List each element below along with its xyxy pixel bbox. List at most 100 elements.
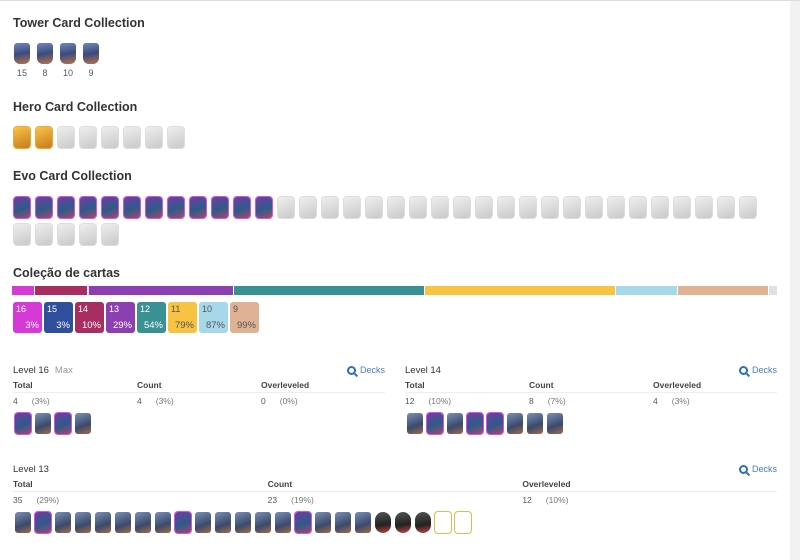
decks-link[interactable]: Decks (738, 464, 777, 474)
level-badge-10[interactable]: 10 87% (199, 302, 228, 333)
tower-card[interactable]: 10 (60, 43, 76, 78)
card-icon[interactable] (278, 197, 294, 218)
card-icon[interactable] (215, 512, 231, 533)
card-icon[interactable] (15, 413, 31, 434)
card-icon[interactable] (507, 413, 523, 434)
card-icon[interactable] (435, 512, 451, 533)
card-icon[interactable] (407, 413, 423, 434)
card-icon[interactable] (146, 197, 162, 218)
card-icon[interactable] (55, 512, 71, 533)
card-icon[interactable] (300, 197, 316, 218)
card-icon[interactable] (322, 197, 338, 218)
card-icon[interactable] (455, 512, 471, 533)
level-badge-16[interactable]: 16 3% (13, 302, 42, 333)
card-icon[interactable] (235, 512, 251, 533)
card-icon[interactable] (75, 413, 91, 434)
level-badge-14[interactable]: 14 10% (75, 302, 104, 333)
card-icon[interactable] (718, 197, 734, 218)
card-icon[interactable] (520, 197, 536, 218)
card-icon[interactable] (115, 512, 131, 533)
card-icon[interactable] (295, 512, 311, 533)
card-icon[interactable] (415, 512, 431, 533)
card-icon[interactable] (630, 197, 646, 218)
card-icon[interactable] (58, 224, 74, 245)
card-icon[interactable] (95, 512, 111, 533)
card-icon[interactable] (212, 197, 228, 218)
card-icon[interactable] (375, 512, 391, 533)
level-badge-11[interactable]: 11 79% (168, 302, 197, 333)
card-icon[interactable] (102, 224, 118, 245)
card-icon[interactable] (175, 512, 191, 533)
card-icon[interactable] (80, 197, 96, 218)
decks-link[interactable]: Decks (738, 365, 777, 375)
card-icon[interactable] (344, 197, 360, 218)
card-icon[interactable] (454, 197, 470, 218)
decks-link[interactable]: Decks (346, 365, 385, 375)
card-icon[interactable] (102, 127, 118, 148)
card-icon[interactable] (388, 197, 404, 218)
card-icon[interactable] (335, 512, 351, 533)
card-icon[interactable] (467, 413, 483, 434)
card-icon[interactable] (36, 224, 52, 245)
card-icon[interactable] (255, 512, 271, 533)
card-icon[interactable] (487, 413, 503, 434)
card-icon[interactable] (740, 197, 756, 218)
card-icon[interactable] (275, 512, 291, 533)
card-icon[interactable] (168, 127, 184, 148)
card-icon[interactable] (15, 512, 31, 533)
card-icon[interactable] (476, 197, 492, 218)
card-icon[interactable] (674, 197, 690, 218)
tower-card[interactable]: 8 (37, 43, 53, 78)
card-icon[interactable] (58, 197, 74, 218)
card-icon[interactable] (498, 197, 514, 218)
card-icon[interactable] (124, 127, 140, 148)
level-badge-9[interactable]: 9 99% (230, 302, 259, 333)
card-icon[interactable] (564, 197, 580, 218)
card-icon[interactable] (366, 197, 382, 218)
card-icon[interactable] (35, 512, 51, 533)
card-icon[interactable] (652, 197, 668, 218)
tower-card[interactable]: 9 (83, 43, 99, 78)
level-badge-13[interactable]: 13 29% (106, 302, 135, 333)
card-icon[interactable] (80, 224, 96, 245)
card-icon[interactable] (75, 512, 91, 533)
card-icon[interactable] (696, 197, 712, 218)
card-icon[interactable] (55, 413, 71, 434)
card-icon[interactable] (35, 413, 51, 434)
card-icon[interactable] (608, 197, 624, 218)
level-badge-12[interactable]: 12 54% (137, 302, 166, 333)
card-icon[interactable] (14, 127, 30, 148)
card-icon[interactable] (195, 512, 211, 533)
card-icon[interactable] (190, 197, 206, 218)
card-icon[interactable] (547, 413, 563, 434)
card-icon[interactable] (542, 197, 558, 218)
card-icon[interactable] (146, 127, 162, 148)
card-icon[interactable] (410, 197, 426, 218)
card-icon[interactable] (14, 197, 30, 218)
card-icon[interactable] (102, 197, 118, 218)
card-icon[interactable] (527, 413, 543, 434)
scrollbar-track[interactable] (790, 1, 800, 560)
tower-card[interactable]: 15 (14, 43, 30, 78)
card-icon[interactable] (155, 512, 171, 533)
card-icon[interactable] (80, 127, 96, 148)
card-icon[interactable] (168, 197, 184, 218)
card-icon[interactable] (355, 512, 371, 533)
level-badge-15[interactable]: 15 3% (44, 302, 73, 333)
card-icon[interactable] (586, 197, 602, 218)
badge-level: 12 (140, 304, 151, 314)
card-icon[interactable] (395, 512, 411, 533)
card-icon[interactable] (124, 197, 140, 218)
card-icon[interactable] (256, 197, 272, 218)
card-icon[interactable] (447, 413, 463, 434)
card-icon[interactable] (58, 127, 74, 148)
card-icon[interactable] (315, 512, 331, 533)
card-icon[interactable] (234, 197, 250, 218)
card-icon[interactable] (427, 413, 443, 434)
stat-percent: (7%) (547, 396, 566, 406)
card-icon[interactable] (135, 512, 151, 533)
card-icon[interactable] (36, 127, 52, 148)
card-icon[interactable] (14, 224, 30, 245)
card-icon[interactable] (432, 197, 448, 218)
card-icon[interactable] (36, 197, 52, 218)
